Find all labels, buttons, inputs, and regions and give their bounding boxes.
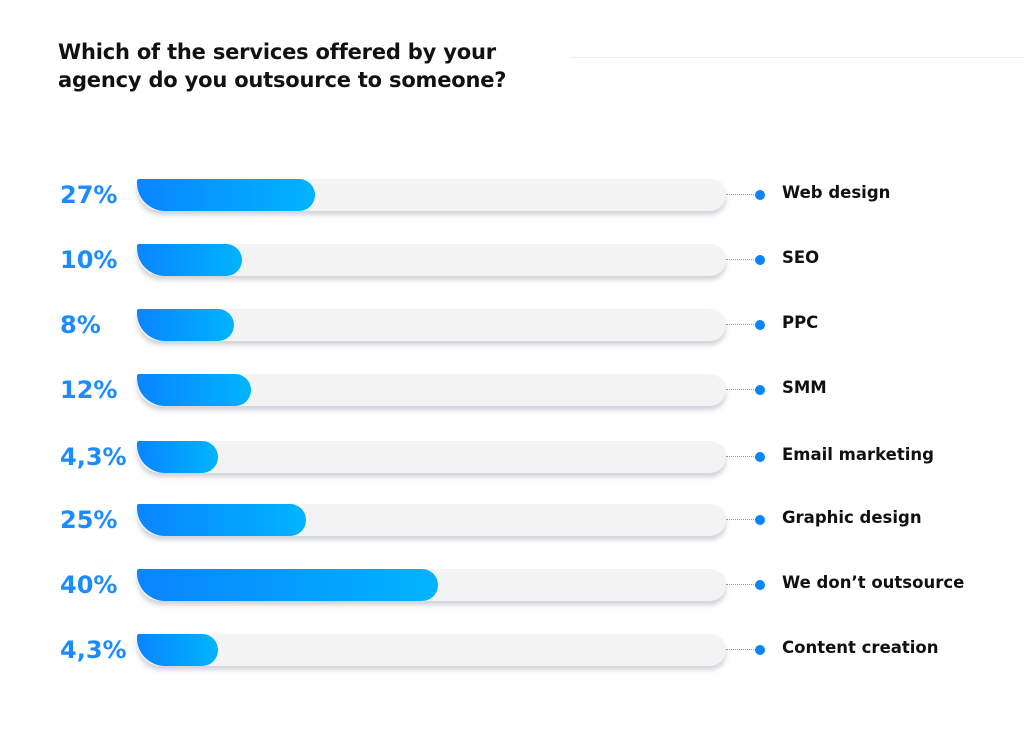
bar-row: 4,3% Email marketing [0,441,1024,481]
leader-line [726,324,756,325]
leader-line [726,259,756,260]
leader-line [726,194,756,195]
bullet-dot [755,385,765,395]
header-divider [570,57,1024,58]
bar-track [137,634,726,666]
bar-track [137,374,726,406]
bar [137,569,438,601]
chart-title-line-2: agency do you outsource to someone? [58,68,507,92]
bullet-dot [755,515,765,525]
bar-track [137,441,726,473]
category-label: SMM [782,378,827,397]
bullet-dot [755,580,765,590]
value-label: 25% [60,506,118,534]
bar-row: 25% Graphic design [0,504,1024,544]
value-label: 4,3% [60,636,127,664]
leader-line [726,649,756,650]
bar [137,179,315,211]
bar-row: 27% Web design [0,179,1024,219]
bar-row: 4,3% Content creation [0,634,1024,674]
chart-title: Which of the services offered by your ag… [58,38,506,94]
category-label: Graphic design [782,508,922,527]
bar [137,374,251,406]
category-label: PPC [782,313,819,332]
value-label: 4,3% [60,443,127,471]
bar-row: 12% SMM [0,374,1024,414]
bar [137,504,307,536]
category-label: Email marketing [782,445,934,464]
bar-track [137,179,726,211]
value-label: 27% [60,181,118,209]
bar [137,634,218,666]
bar-track [137,244,726,276]
bar-track [137,569,726,601]
bar-track [137,504,726,536]
value-label: 8% [60,311,101,339]
category-label: We don’t outsource [782,573,965,592]
bar [137,441,218,473]
value-label: 40% [60,571,118,599]
bar-row: 40% We don’t outsource [0,569,1024,609]
chart-title-line-1: Which of the services offered by your [58,40,496,64]
bullet-dot [755,645,765,655]
bullet-dot [755,190,765,200]
leader-line [726,456,756,457]
bar [137,309,234,341]
bar [137,244,242,276]
value-label: 10% [60,246,118,274]
leader-line [726,519,756,520]
category-label: Content creation [782,638,939,657]
bullet-dot [755,320,765,330]
bar-row: 8% PPC [0,309,1024,349]
bullet-dot [755,452,765,462]
value-label: 12% [60,376,118,404]
category-label: SEO [782,248,820,267]
bar-row: 10% SEO [0,244,1024,284]
category-label: Web design [782,183,891,202]
leader-line [726,584,756,585]
bullet-dot [755,255,765,265]
leader-line [726,389,756,390]
bar-track [137,309,726,341]
